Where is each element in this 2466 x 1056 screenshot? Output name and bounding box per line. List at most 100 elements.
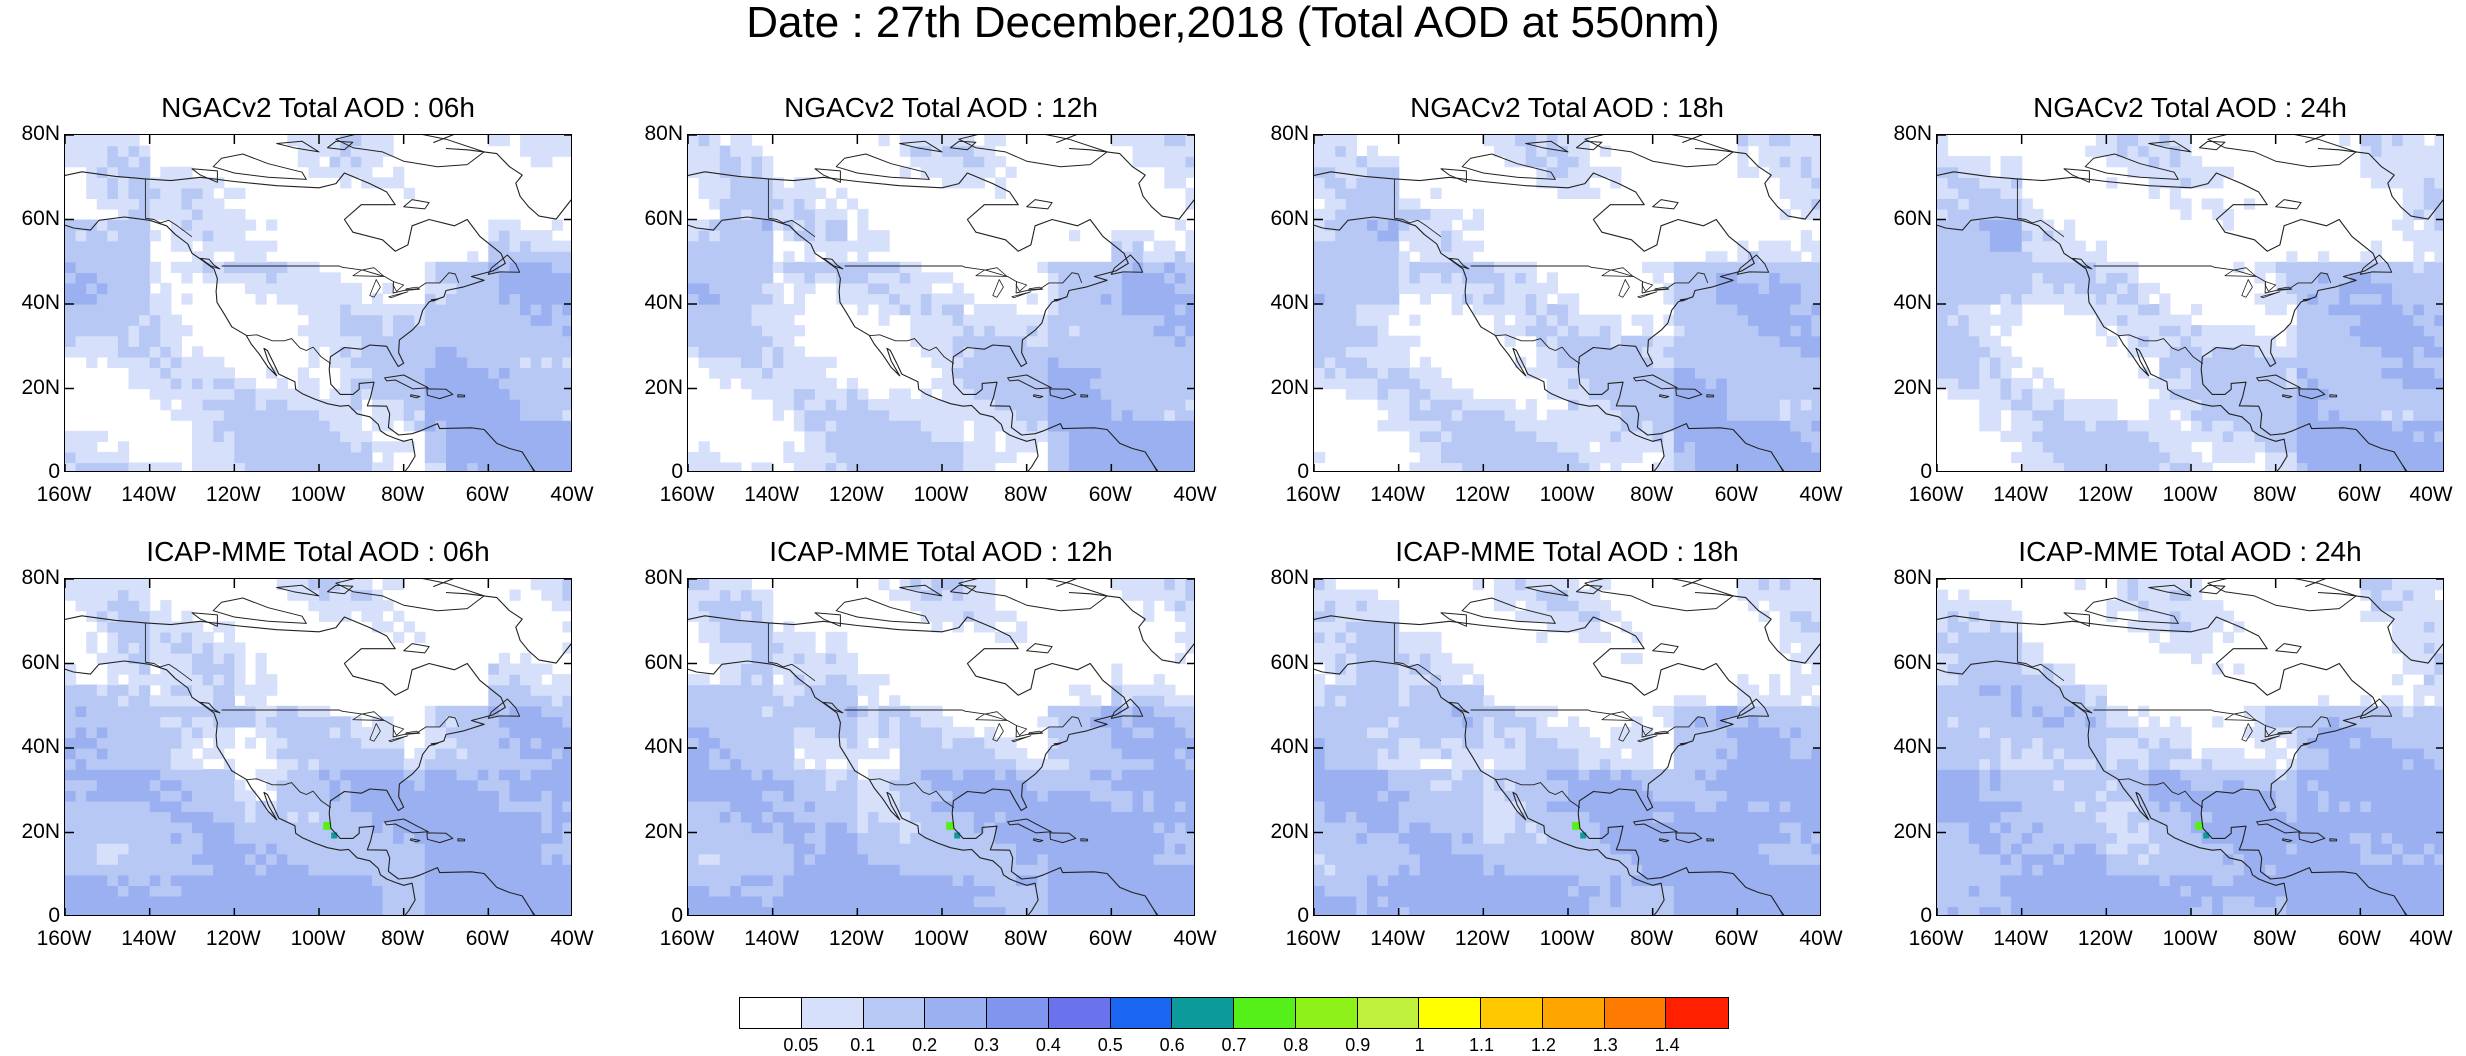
aod-map-panel <box>687 578 1195 916</box>
coastline-border <box>1637 735 1658 743</box>
coastline-border <box>1641 281 1654 292</box>
colorbar-label: 1.2 <box>1530 1035 1556 1055</box>
coastline-border <box>1654 730 1670 735</box>
y-tick-label: 40N <box>1893 735 1932 758</box>
coastline-border <box>2329 394 2338 398</box>
coastline-border <box>2275 643 2302 654</box>
coastline-border <box>1675 832 1703 844</box>
coastline-border <box>1015 725 1028 736</box>
colorbar-swatch <box>1419 998 1481 1028</box>
y-tick-label: 20N <box>1270 375 1309 399</box>
coastline-border <box>1007 374 1052 390</box>
coastline-border <box>1658 838 1670 843</box>
coastline-border <box>487 254 521 275</box>
coastline-border <box>1440 612 1467 627</box>
coastline-border <box>688 171 1158 471</box>
coastline-border <box>1028 286 1044 291</box>
x-tick-label: 120W <box>205 927 261 950</box>
coastline-border <box>2118 334 2204 364</box>
coastline-border <box>2275 199 2302 210</box>
coastline-border <box>992 723 1004 742</box>
x-tick-label: 60W <box>1088 483 1132 506</box>
y-tick-label: 80N <box>1270 566 1309 589</box>
y-tick-label: 60N <box>1270 650 1309 674</box>
coastline-border <box>144 622 193 682</box>
coastline-border <box>2305 579 2443 664</box>
coastline-border <box>1937 171 2407 471</box>
y-tick-label: 60N <box>644 206 683 230</box>
aod-map-panel <box>1313 134 1821 472</box>
coastline-border <box>221 709 460 738</box>
coastline-border <box>1618 279 1630 298</box>
aod-field-map <box>1314 135 1820 471</box>
coastline-border <box>1679 298 1688 302</box>
coastline-border <box>1056 135 1194 220</box>
coastline-border <box>276 140 320 153</box>
coastline-border <box>2256 374 2301 390</box>
coastline-border <box>1314 615 1784 915</box>
y-tick-label: 0 <box>1920 460 1932 483</box>
x-tick-label: 100W <box>2162 483 2218 506</box>
coastline-border <box>2118 778 2204 808</box>
coastline-border <box>65 216 416 471</box>
coastline-border <box>1032 838 1044 843</box>
colorbar-swatch <box>987 998 1049 1028</box>
coastline-border <box>1576 140 1603 151</box>
coastline-border <box>1470 265 1709 294</box>
coastline-border <box>2277 286 2293 291</box>
colorbar-swatch <box>1110 998 1173 1028</box>
coastline-border <box>1618 723 1630 742</box>
coastline-border <box>2224 711 2257 721</box>
colorbar-label: 0.9 <box>1345 1035 1371 1055</box>
x-tick-label: 80W <box>2253 483 2297 506</box>
coastline-border <box>369 723 381 742</box>
coastline-border <box>388 735 409 743</box>
aod-field-cells <box>65 579 571 915</box>
x-tick-label: 100W <box>1539 927 1595 950</box>
coastline-border <box>1461 597 1556 624</box>
y-tick-label: 80N <box>21 566 60 589</box>
coastline-border <box>1633 374 1678 390</box>
coastline-border <box>1080 394 1089 398</box>
y-tick-label: 0 <box>671 460 683 483</box>
colorbar-label: 0.05 <box>783 1035 819 1055</box>
panel-title: NGACv2 Total AOD : 18h <box>1410 92 1724 123</box>
coastline-border <box>327 140 354 151</box>
coastline-border <box>2224 267 2257 277</box>
coastline-border <box>403 199 430 210</box>
y-tick-label: 80N <box>1270 122 1309 145</box>
coastline-border <box>2063 168 2090 183</box>
coastline-border <box>1053 742 1062 746</box>
coastline-border <box>2199 584 2226 595</box>
coastline-border <box>2072 257 2093 270</box>
coastline-border <box>950 140 977 151</box>
coastline-border <box>2063 612 2090 627</box>
x-tick-label: 100W <box>1539 483 1595 506</box>
coastline-border <box>975 267 1008 277</box>
aod-colorbar <box>739 997 1729 1029</box>
coastline-border <box>1495 334 1581 364</box>
coastline-border <box>2277 730 2293 735</box>
coastline-border <box>1682 135 1820 220</box>
y-tick-label: 60N <box>1270 206 1309 230</box>
aod-field-cells <box>1314 579 1820 915</box>
coastline-border <box>844 709 1083 738</box>
y-tick-label: 0 <box>671 904 683 927</box>
coastline-border <box>2305 135 2443 220</box>
aod-field-map <box>65 135 571 471</box>
coastline-border <box>1011 291 1032 299</box>
y-tick-label: 60N <box>644 650 683 674</box>
colorbar-label: 0.7 <box>1221 1035 1247 1055</box>
coastline-border <box>1495 778 1581 808</box>
colorbar-label: 0.6 <box>1159 1035 1185 1055</box>
coastline-border <box>1682 579 1820 664</box>
coastline-border <box>1525 584 1569 597</box>
aod-hotspot <box>1572 821 1581 830</box>
x-tick-label: 160W <box>36 927 92 950</box>
aod-field-cells <box>688 579 1194 915</box>
x-tick-label: 160W <box>36 483 92 506</box>
x-tick-label: 40W <box>2409 483 2453 506</box>
coastline-border <box>814 168 841 183</box>
x-tick-label: 40W <box>1799 927 1843 950</box>
coastline-border <box>369 279 381 298</box>
